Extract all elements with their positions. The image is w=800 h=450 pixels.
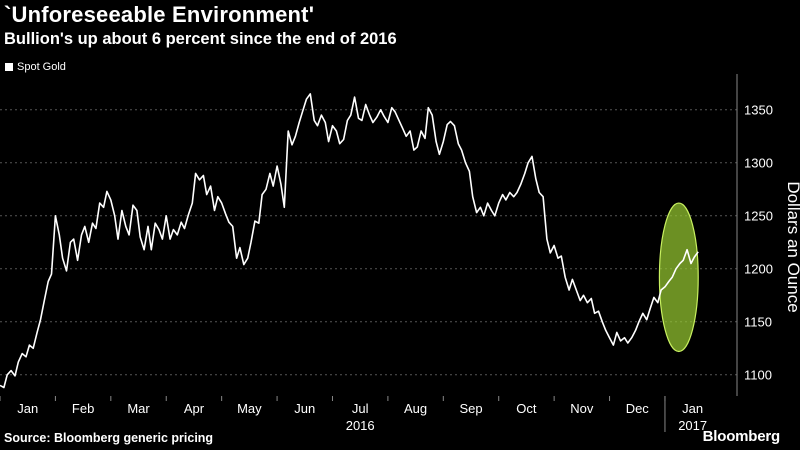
x-tick-label: Feb xyxy=(72,401,94,416)
y-tick-label: 1100 xyxy=(744,367,772,382)
brand-logo: Bloomberg xyxy=(702,428,781,445)
y-tick-label: 1350 xyxy=(744,102,773,117)
x-tick-label: Jan xyxy=(17,401,38,416)
chart-subtitle: Bullion's up about 6 percent since the e… xyxy=(4,30,397,48)
grid-lines xyxy=(0,74,738,396)
x-tick-label: Mar xyxy=(127,401,150,416)
x-tick-label: Jun xyxy=(294,401,315,416)
x-tick-label: Jul xyxy=(352,401,369,416)
x-tick-label: Oct xyxy=(516,401,537,416)
series-group xyxy=(0,93,699,389)
x-axis-ticks: Jan Feb Mar Apr May Jun Jul Aug Sep Oct Nov Dec Jan 2… xyxy=(0,396,707,433)
y-tick-label: 1250 xyxy=(744,208,773,223)
x-tick-label: Jan xyxy=(682,401,703,416)
x-tick-label: Sep xyxy=(459,401,482,416)
x-tick-label: Dec xyxy=(626,401,650,416)
highlight-ellipse xyxy=(658,202,699,353)
y-tick-label: 1150 xyxy=(744,314,772,329)
x-tick-label: Nov xyxy=(570,401,594,416)
x-tick-label: Apr xyxy=(184,401,205,416)
x-tick-label: Aug xyxy=(404,401,427,416)
legend: Spot Gold xyxy=(5,61,66,73)
x-tick-label: May xyxy=(237,401,262,416)
legend-label: Spot Gold xyxy=(17,61,66,73)
y-tick-label: 1200 xyxy=(744,261,773,276)
x-year-label: 2017 xyxy=(678,418,707,433)
y-tick-label: 1300 xyxy=(744,155,773,170)
highlight-group xyxy=(658,202,699,353)
source-note: Source: Bloomberg generic pricing xyxy=(4,431,214,445)
series-line-spot-gold xyxy=(0,93,699,389)
chart-title: `Unforeseeable Environment' xyxy=(4,2,315,27)
y-axis-ticks: 1100 1150 1200 1250 1300 1350 xyxy=(744,102,773,382)
x-year-label: 2016 xyxy=(346,418,375,433)
legend-swatch xyxy=(5,63,13,71)
y-axis-title: Dollars an Ounce xyxy=(784,181,800,312)
